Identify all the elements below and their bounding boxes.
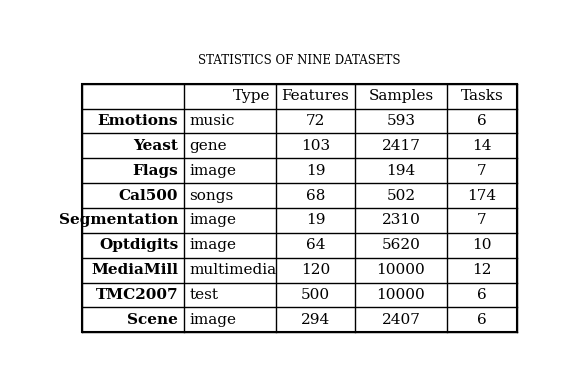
Text: Scene: Scene xyxy=(127,313,178,327)
Text: Tasks: Tasks xyxy=(461,89,503,103)
Text: image: image xyxy=(189,238,236,252)
Text: Cal500: Cal500 xyxy=(119,188,178,203)
Text: 7: 7 xyxy=(477,164,486,178)
Text: 68: 68 xyxy=(306,188,325,203)
Text: 502: 502 xyxy=(387,188,416,203)
Text: Emotions: Emotions xyxy=(98,114,178,128)
Text: TMC2007: TMC2007 xyxy=(96,288,178,302)
Text: 12: 12 xyxy=(472,263,492,277)
Text: 2310: 2310 xyxy=(381,214,420,227)
Text: 500: 500 xyxy=(301,288,330,302)
Text: 2407: 2407 xyxy=(381,313,420,327)
Text: gene: gene xyxy=(189,139,227,153)
Text: image: image xyxy=(189,313,236,327)
Text: 6: 6 xyxy=(477,313,486,327)
Text: 7: 7 xyxy=(477,214,486,227)
Text: 194: 194 xyxy=(387,164,416,178)
Text: test: test xyxy=(189,288,218,302)
Text: 6: 6 xyxy=(477,288,486,302)
Text: 10: 10 xyxy=(472,238,492,252)
Text: 10000: 10000 xyxy=(377,263,425,277)
Text: 593: 593 xyxy=(387,114,415,128)
Text: multimedia: multimedia xyxy=(189,263,276,277)
Text: songs: songs xyxy=(189,188,234,203)
Text: image: image xyxy=(189,214,236,227)
Text: 294: 294 xyxy=(301,313,330,327)
Text: 19: 19 xyxy=(306,214,325,227)
Text: 5620: 5620 xyxy=(381,238,420,252)
Text: Optdigits: Optdigits xyxy=(99,238,178,252)
Text: 72: 72 xyxy=(306,114,325,128)
Text: 19: 19 xyxy=(306,164,325,178)
Text: 103: 103 xyxy=(301,139,330,153)
Text: 2417: 2417 xyxy=(381,139,420,153)
Text: image: image xyxy=(189,164,236,178)
Text: STATISTICS OF NINE DATASETS: STATISTICS OF NINE DATASETS xyxy=(198,54,401,67)
Text: music: music xyxy=(189,114,235,128)
Text: Flags: Flags xyxy=(133,164,178,178)
Text: 64: 64 xyxy=(306,238,325,252)
Text: 6: 6 xyxy=(477,114,486,128)
Text: Samples: Samples xyxy=(369,89,433,103)
Text: 14: 14 xyxy=(472,139,492,153)
Text: 174: 174 xyxy=(467,188,496,203)
Text: Type: Type xyxy=(233,89,271,103)
Text: 120: 120 xyxy=(301,263,330,277)
Text: 10000: 10000 xyxy=(377,288,425,302)
Text: MediaMill: MediaMill xyxy=(91,263,178,277)
Text: Segmentation: Segmentation xyxy=(59,214,178,227)
Text: Yeast: Yeast xyxy=(133,139,178,153)
Text: Features: Features xyxy=(281,89,349,103)
